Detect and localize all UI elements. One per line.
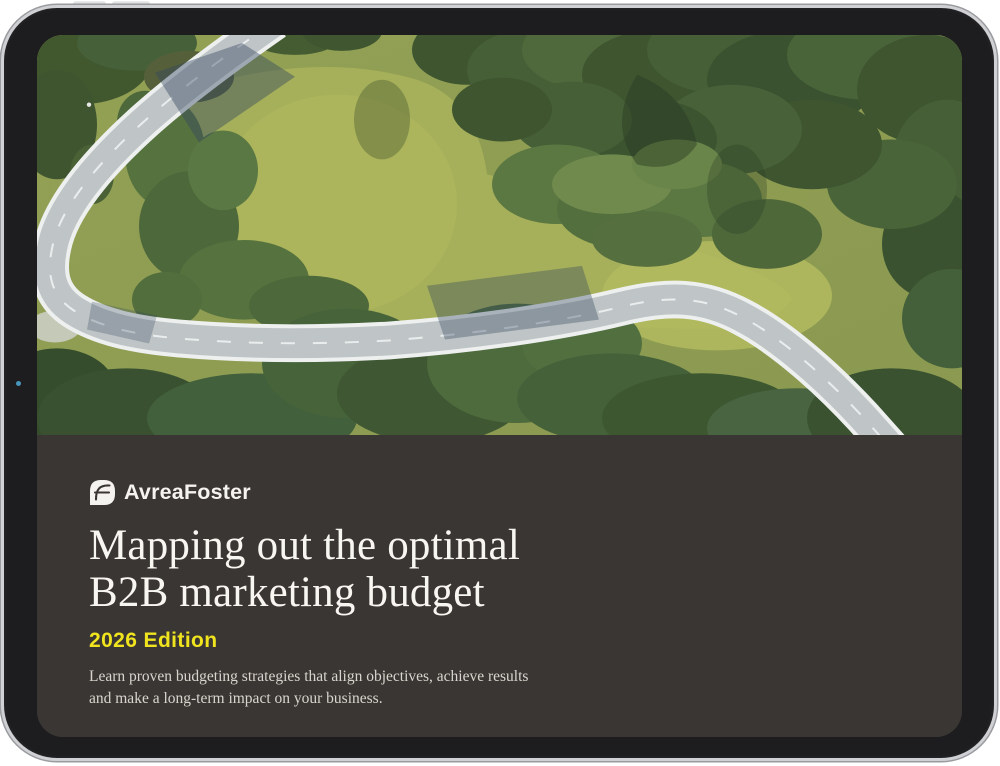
tree-shadows	[354, 74, 767, 235]
leaf-logo-icon	[90, 480, 115, 505]
description-line-1: Learn proven budgeting strategies that a…	[89, 668, 529, 685]
volume-button-2	[112, 1, 150, 8]
cover-title: Mapping out the optimal B2B marketing bu…	[89, 522, 649, 616]
brand-logo: AvreaFoster	[89, 479, 649, 506]
volume-button-1	[73, 1, 106, 8]
description-line-2: and make a long-term impact on your busi…	[89, 690, 383, 707]
aerial-photo-art	[37, 35, 962, 435]
brand-name: AvreaFoster	[124, 480, 251, 504]
road	[37, 35, 905, 435]
forest-top-right	[412, 35, 962, 369]
road-shadows	[87, 42, 599, 344]
front-camera-icon	[16, 381, 21, 386]
tiny-figure	[86, 102, 92, 107]
cover-description: Learn proven budgeting strategies that a…	[89, 666, 649, 710]
aerial-photo	[37, 35, 962, 435]
edition-label: 2026 Edition	[89, 629, 218, 652]
tablet-screen: AvreaFoster Mapping out the optimal B2B …	[37, 35, 962, 737]
tablet-frame: AvreaFoster Mapping out the optimal B2B …	[1, 5, 997, 761]
cover-section: AvreaFoster Mapping out the optimal B2B …	[37, 435, 962, 737]
title-line-1: Mapping out the optimal	[89, 522, 520, 569]
title-line-2: B2B marketing budget	[89, 569, 485, 616]
